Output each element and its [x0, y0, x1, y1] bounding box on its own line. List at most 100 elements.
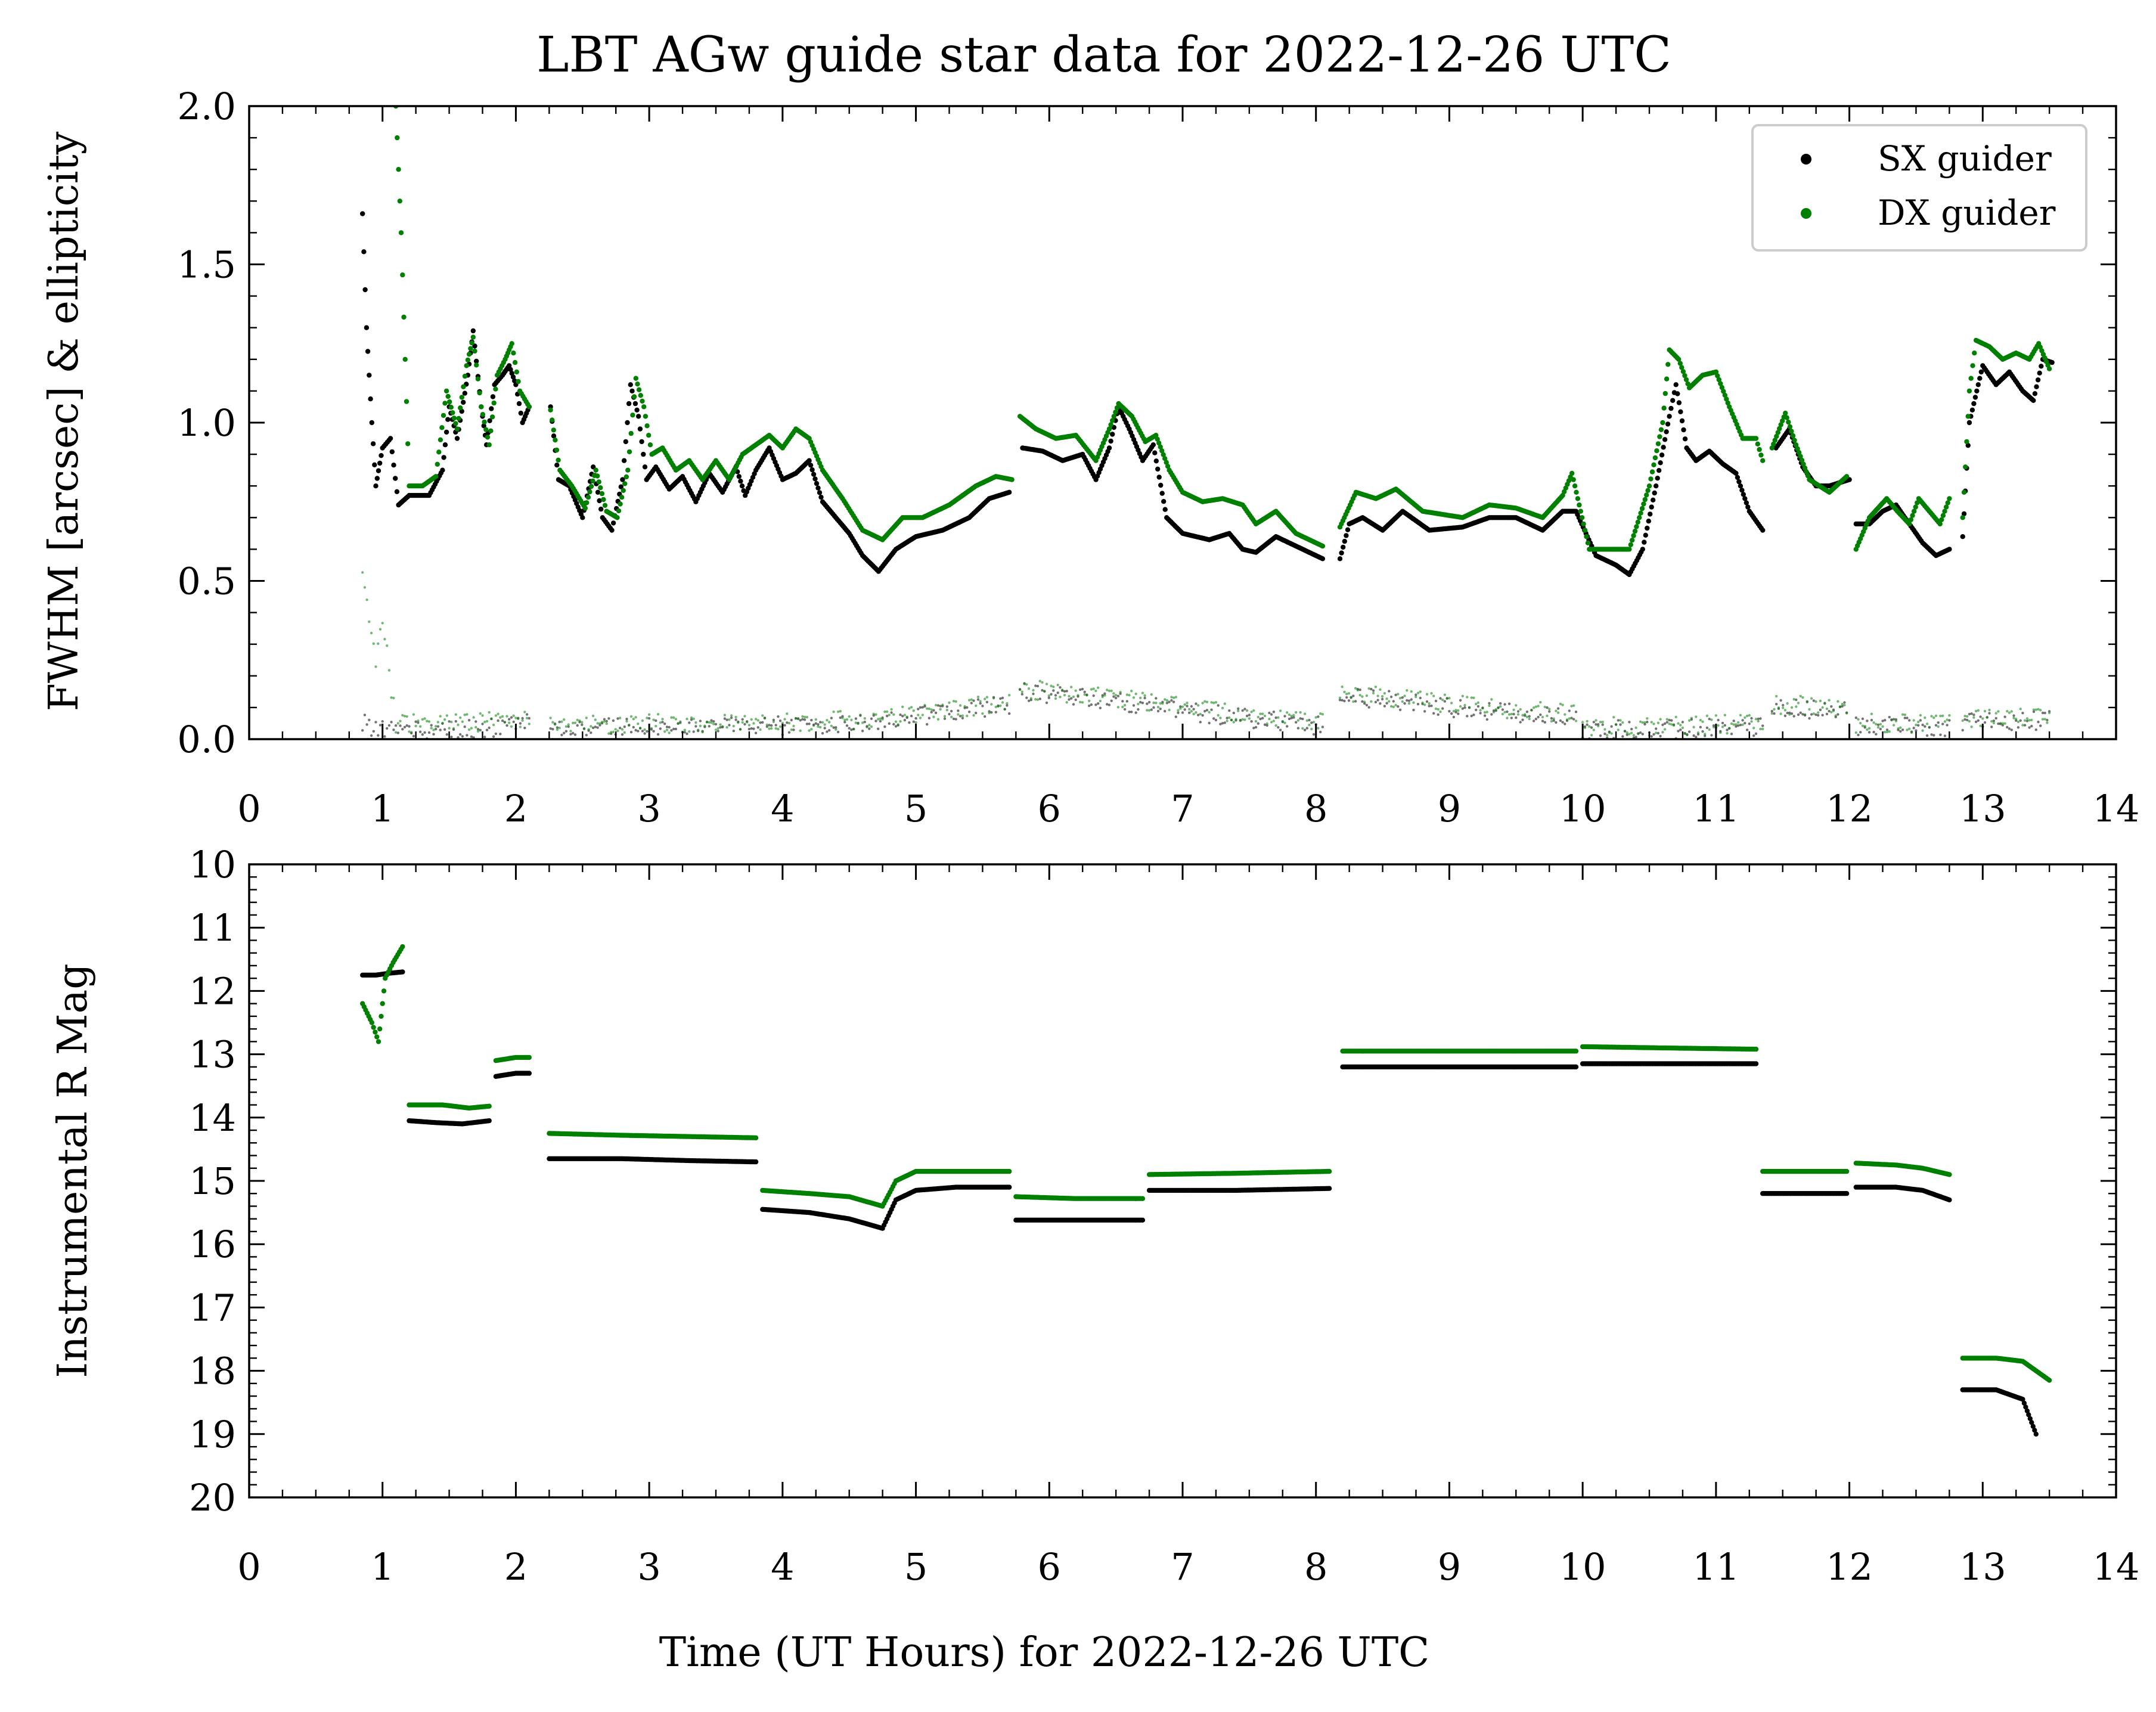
data-point [1552, 717, 1555, 720]
data-point [1719, 731, 1722, 734]
data-point [1863, 725, 1866, 728]
data-point [1261, 712, 1264, 715]
data-point [1948, 714, 1951, 717]
data-point [596, 479, 601, 485]
data-point [683, 728, 687, 731]
data-point [1837, 713, 1839, 716]
data-point [970, 702, 973, 705]
data-point [445, 733, 448, 736]
data-point [934, 711, 938, 715]
data-point [890, 711, 893, 714]
data-point [810, 718, 813, 722]
data-point [1687, 719, 1691, 722]
data-point [1793, 442, 1799, 448]
data-point [1634, 524, 1639, 529]
data-point [553, 438, 558, 443]
data-point [1367, 706, 1370, 709]
data-point [1312, 733, 1316, 736]
data-point [1099, 699, 1102, 703]
data-point [1214, 701, 1218, 704]
data-point [1656, 721, 1660, 725]
data-point [1032, 688, 1035, 692]
data-point [952, 717, 956, 721]
data-point [633, 376, 639, 381]
data-point [1283, 721, 1286, 724]
data-point [888, 714, 891, 717]
data-point [1552, 719, 1555, 722]
data-point [1963, 464, 1968, 470]
data-point [1968, 376, 1974, 381]
data-point [1817, 711, 1820, 714]
data-point [1899, 726, 1902, 729]
data-point [573, 721, 577, 724]
data-point [466, 713, 469, 716]
data-point [1857, 733, 1860, 737]
data-point [1254, 719, 1258, 723]
data-point [401, 714, 404, 717]
data-point [1741, 719, 1744, 722]
data-point [1655, 727, 1658, 730]
data-point [464, 363, 469, 368]
data-point [1352, 700, 1355, 703]
data-point [1372, 691, 1375, 695]
data-point [892, 722, 895, 726]
data-point [374, 665, 377, 668]
data-point [1752, 727, 1755, 730]
data-point [1052, 689, 1055, 692]
data-point [1475, 702, 1478, 706]
data-point [646, 730, 649, 733]
data-point [526, 1071, 532, 1076]
data-point [1032, 692, 1035, 696]
data-point [868, 724, 871, 727]
data-point [1682, 373, 1687, 379]
data-point [1721, 725, 1724, 728]
data-point [379, 724, 382, 727]
data-point [1565, 718, 1569, 721]
data-point [603, 720, 606, 723]
data-point [809, 467, 815, 473]
data-point [1094, 703, 1097, 706]
data-point [1675, 391, 1680, 396]
data-point [548, 407, 553, 413]
data-point [1577, 502, 1582, 508]
data-point [1806, 700, 1808, 704]
data-point [1705, 714, 1709, 718]
data-point [489, 414, 495, 420]
data-point [1497, 706, 1500, 709]
data-point [1146, 702, 1149, 705]
data-point [1915, 723, 1918, 727]
data-point [932, 709, 935, 712]
x-tick-label: 8 [1304, 787, 1327, 830]
data-point [454, 713, 457, 716]
data-point [1733, 470, 1739, 476]
data-point [612, 730, 615, 734]
data-point [1797, 713, 1800, 717]
data-point [1443, 700, 1447, 703]
data-point [1699, 718, 1702, 722]
data-point [1116, 706, 1120, 709]
data-point [567, 723, 570, 726]
data-point [1994, 712, 1997, 715]
data-point [934, 703, 938, 707]
data-point [1676, 356, 1682, 362]
data-point [1112, 695, 1115, 698]
data-point [1116, 694, 1120, 697]
data-point [1961, 728, 1964, 732]
data-point [1802, 465, 1808, 471]
data-point [1054, 694, 1057, 697]
data-point [1288, 713, 1291, 717]
data-point [1990, 719, 1993, 723]
data-point [1586, 719, 1589, 723]
data-point [1479, 712, 1482, 715]
data-point [2032, 1428, 2037, 1433]
data-point [1690, 717, 1693, 719]
data-point [1814, 700, 1817, 703]
data-point [1726, 728, 1729, 731]
data-point [486, 442, 492, 448]
data-point [1123, 708, 1127, 711]
x-tick-label: 12 [1826, 787, 1873, 830]
data-point [1475, 708, 1478, 712]
data-point [1241, 709, 1244, 712]
data-point [1790, 712, 1794, 715]
data-point [1288, 717, 1291, 721]
